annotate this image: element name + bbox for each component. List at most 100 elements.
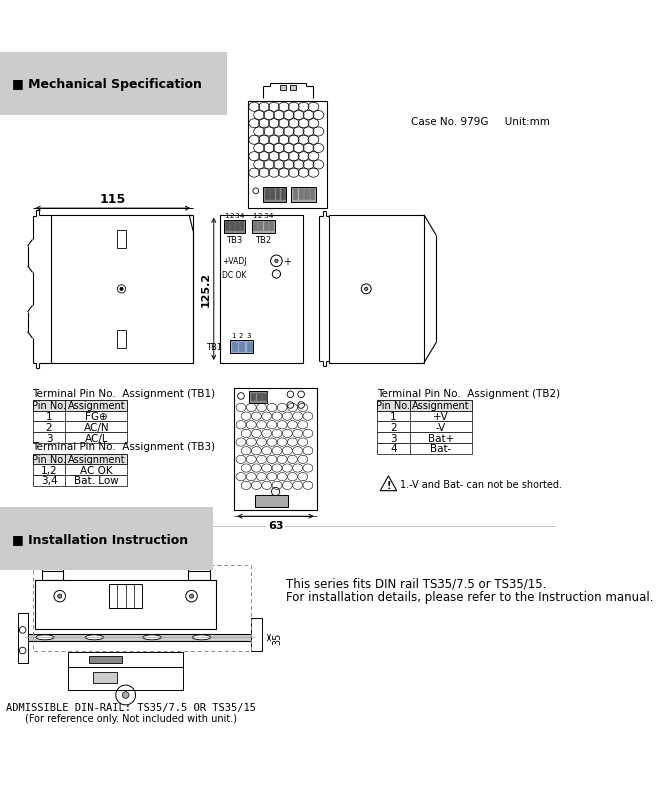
Text: 3: 3 bbox=[263, 212, 267, 219]
Text: AC/L: AC/L bbox=[84, 433, 108, 443]
Text: 2: 2 bbox=[239, 333, 243, 339]
Bar bbox=[17, 614, 27, 663]
Text: 3: 3 bbox=[46, 433, 52, 443]
Text: 4: 4 bbox=[239, 212, 244, 219]
Bar bbox=[377, 432, 472, 444]
Text: Pin No.: Pin No. bbox=[377, 401, 411, 411]
Text: ■ Installation Instruction: ■ Installation Instruction bbox=[12, 532, 188, 545]
Bar bbox=[249, 102, 328, 209]
Bar bbox=[270, 189, 274, 200]
Bar bbox=[240, 222, 243, 231]
Bar bbox=[68, 667, 184, 690]
Bar bbox=[329, 216, 424, 363]
Bar bbox=[293, 189, 297, 200]
Bar bbox=[257, 393, 261, 401]
Bar bbox=[269, 222, 273, 231]
Bar bbox=[253, 222, 257, 231]
Text: AC/N: AC/N bbox=[84, 423, 109, 432]
Text: 1: 1 bbox=[231, 333, 236, 339]
Bar bbox=[263, 393, 267, 401]
Text: 125.2: 125.2 bbox=[200, 272, 210, 307]
Text: 3: 3 bbox=[246, 333, 251, 339]
Text: 3: 3 bbox=[234, 212, 239, 219]
Text: !: ! bbox=[386, 480, 391, 491]
Text: For installation details, please refer to the Instruction manual.: For installation details, please refer t… bbox=[286, 590, 654, 603]
Text: 3,4: 3,4 bbox=[41, 476, 58, 486]
Bar bbox=[109, 584, 142, 609]
Text: Pin No.: Pin No. bbox=[32, 454, 66, 465]
Circle shape bbox=[275, 260, 278, 263]
Text: 2: 2 bbox=[46, 423, 52, 432]
Text: TB3: TB3 bbox=[226, 236, 243, 245]
Text: 3: 3 bbox=[390, 433, 397, 443]
Ellipse shape bbox=[85, 635, 103, 640]
Bar bbox=[42, 572, 63, 580]
Text: Bat. Low: Bat. Low bbox=[74, 476, 119, 486]
Bar bbox=[232, 342, 237, 351]
Text: TB1: TB1 bbox=[206, 342, 222, 352]
Bar bbox=[230, 222, 234, 231]
Bar bbox=[251, 393, 255, 401]
Bar bbox=[377, 401, 472, 411]
Bar bbox=[279, 86, 286, 91]
Text: Case No. 979G     Unit:mm: Case No. 979G Unit:mm bbox=[411, 117, 550, 127]
Bar bbox=[265, 189, 269, 200]
Text: Terminal Pin No.  Assignment (TB1): Terminal Pin No. Assignment (TB1) bbox=[33, 388, 216, 398]
Text: -V: -V bbox=[436, 423, 446, 432]
Bar bbox=[33, 475, 127, 486]
Text: Terminal Pin No.  Assignment (TB3): Terminal Pin No. Assignment (TB3) bbox=[33, 442, 216, 452]
Bar bbox=[291, 187, 316, 202]
Text: 4: 4 bbox=[269, 212, 273, 219]
Bar bbox=[230, 341, 253, 354]
Text: 2: 2 bbox=[229, 212, 234, 219]
Bar bbox=[251, 618, 263, 650]
Circle shape bbox=[123, 692, 129, 698]
Text: 1: 1 bbox=[253, 212, 257, 219]
Bar bbox=[224, 221, 245, 234]
Text: Bat-: Bat- bbox=[430, 444, 452, 453]
Bar bbox=[249, 392, 267, 403]
Circle shape bbox=[190, 594, 194, 599]
Ellipse shape bbox=[192, 635, 210, 640]
Bar bbox=[258, 222, 263, 231]
Text: (For reference only. Not included with unit.): (For reference only. Not included with u… bbox=[25, 713, 237, 723]
Ellipse shape bbox=[36, 635, 54, 640]
Text: Assignment: Assignment bbox=[68, 454, 125, 465]
Text: +VADJ: +VADJ bbox=[222, 257, 247, 266]
Text: TB2: TB2 bbox=[255, 236, 271, 245]
Text: Bat+: Bat+ bbox=[427, 433, 454, 443]
Bar bbox=[33, 422, 127, 432]
Bar bbox=[117, 230, 126, 248]
Text: DC OK: DC OK bbox=[222, 270, 247, 279]
Text: 1: 1 bbox=[46, 412, 52, 422]
Bar bbox=[33, 454, 127, 465]
Bar bbox=[234, 388, 317, 510]
Text: 115: 115 bbox=[100, 192, 126, 205]
Text: 2: 2 bbox=[258, 212, 262, 219]
Text: Assignment: Assignment bbox=[412, 401, 470, 411]
Ellipse shape bbox=[143, 635, 161, 640]
Bar bbox=[263, 222, 268, 231]
Bar bbox=[234, 222, 239, 231]
Bar bbox=[299, 189, 303, 200]
Text: 2: 2 bbox=[390, 423, 397, 432]
Bar bbox=[68, 652, 184, 667]
Bar bbox=[24, 634, 255, 642]
Text: Pin No.: Pin No. bbox=[32, 401, 66, 411]
Circle shape bbox=[58, 594, 62, 599]
Text: This series fits DIN rail TS35/7.5 or TS35/15.: This series fits DIN rail TS35/7.5 or TS… bbox=[286, 577, 547, 590]
Bar bbox=[220, 216, 303, 363]
Bar bbox=[377, 422, 472, 432]
Text: +: + bbox=[283, 256, 291, 267]
Bar bbox=[275, 189, 279, 200]
Bar bbox=[239, 342, 245, 351]
Bar bbox=[33, 411, 127, 422]
Bar bbox=[310, 189, 314, 200]
Bar bbox=[252, 221, 275, 234]
Text: AC OK: AC OK bbox=[80, 465, 113, 475]
Text: FG⊕: FG⊕ bbox=[85, 412, 108, 422]
Text: 1: 1 bbox=[390, 412, 397, 422]
Text: 1: 1 bbox=[224, 212, 229, 219]
Circle shape bbox=[120, 288, 123, 291]
Text: 1.-V and Bat- can not be shorted.: 1.-V and Bat- can not be shorted. bbox=[400, 479, 562, 490]
